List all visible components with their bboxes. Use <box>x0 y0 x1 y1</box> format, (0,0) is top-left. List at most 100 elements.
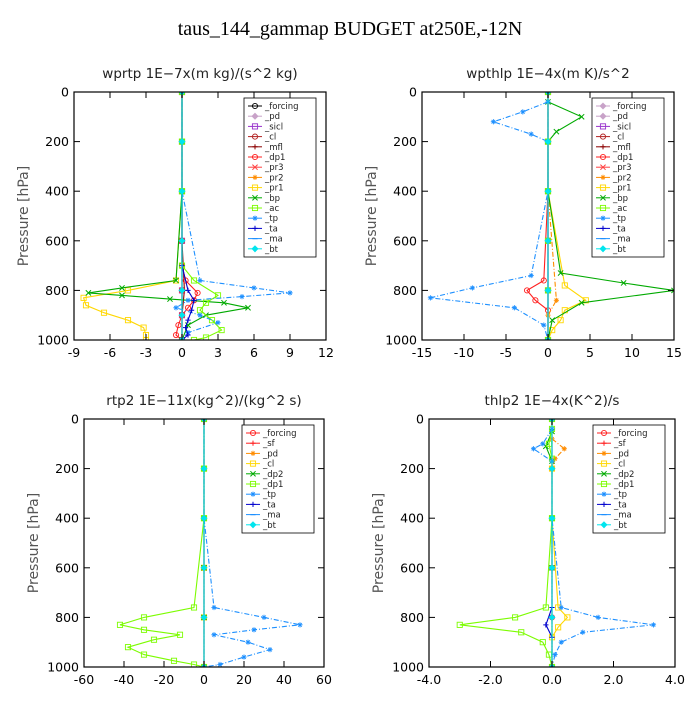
legend-label: _ma <box>613 511 632 521</box>
series-line_pr1 <box>82 92 183 340</box>
data-point_tp <box>211 604 217 611</box>
data-point_ta <box>183 325 189 331</box>
data-point_tp <box>261 614 267 620</box>
data-point_pr1 <box>557 317 564 324</box>
x-tick-label: -10 <box>454 345 474 360</box>
x-tick-label: 12 <box>318 345 334 360</box>
legend-marker <box>250 440 256 446</box>
legend-label: _ta <box>613 500 627 510</box>
data-point_tp <box>650 622 657 628</box>
legend-marker <box>251 133 259 140</box>
data-point_dp1 <box>523 287 531 294</box>
y-tick-label: 800 <box>400 610 424 625</box>
data-point_tp <box>427 295 433 301</box>
data-point_bp <box>119 292 125 299</box>
data-point_ta <box>185 317 191 323</box>
legend-label: _sicl <box>612 122 631 132</box>
y-tick-label: 1000 <box>385 333 417 348</box>
data-point_cl <box>564 614 571 621</box>
y-tick-label: 1000 <box>37 333 69 348</box>
legend-label: _cl <box>264 133 276 143</box>
y-tick-label: 0 <box>416 412 424 427</box>
legend-marker <box>599 123 607 130</box>
data-point_dp1 <box>140 614 148 621</box>
data-point_bp <box>245 304 251 311</box>
x-tick-label: -9 <box>68 345 81 360</box>
data-point_dp1 <box>539 639 546 646</box>
chart-panel-2: wpthlp 1E−4x(m K)/s^2 Pressure [hPa] -15 -1… <box>364 66 682 360</box>
data-point_bt <box>200 514 208 522</box>
data-point_ac <box>208 317 216 324</box>
data-point_tp <box>511 305 517 311</box>
legend-marker <box>251 153 259 161</box>
legend-label: _ta <box>612 224 626 234</box>
legend-label: _dp2 <box>613 470 634 480</box>
data-point_ac <box>190 277 198 284</box>
legend-marker <box>252 225 258 231</box>
data-point_dp1 <box>170 657 178 664</box>
data-point_bt <box>548 564 556 572</box>
legend-label: _forcing <box>612 102 647 112</box>
data-point_bt <box>178 311 186 319</box>
data-point_bt <box>544 286 552 294</box>
legend-label: _ma <box>264 235 283 245</box>
legend-marker <box>251 112 259 120</box>
panel-title: thlp2 1E−4x(K^2)/s <box>485 393 620 409</box>
y-tick-label: 1000 <box>392 660 424 675</box>
legend-label: _ta <box>264 224 278 234</box>
data-point_dp1 <box>456 621 463 628</box>
y-axis-label: Pressure [hPa] <box>364 166 380 266</box>
data-point_dp1 <box>175 322 182 329</box>
data-point_dp1 <box>116 621 124 628</box>
panel-title: wpthlp 1E−4x(m K)/s^2 <box>466 66 629 82</box>
x-tick-label: -15 <box>412 345 432 360</box>
legend-marker <box>250 470 256 477</box>
legend-marker <box>600 429 608 437</box>
legend-marker <box>252 215 258 221</box>
legend-marker <box>600 215 606 221</box>
x-tick-label: 4.0 <box>665 672 685 687</box>
chart-panel-1: wprtp 1E−7x(m kg)/(s^2 kg) Pressure [hPa]… <box>16 66 334 360</box>
x-tick-label: 6 <box>250 345 258 360</box>
data-point_bp <box>578 113 585 120</box>
legend-marker <box>601 491 607 497</box>
x-tick-label: 3 <box>214 345 222 360</box>
legend-marker <box>600 521 608 529</box>
series-line_tp <box>430 92 549 340</box>
data-point_dp1 <box>194 289 201 296</box>
x-tick-label: -4.0 <box>417 672 441 687</box>
y-tick-label: 0 <box>409 85 417 100</box>
data-point_tp <box>530 446 537 452</box>
data-point_dp1 <box>182 277 189 284</box>
legend-label: _tp <box>264 214 278 224</box>
data-point_tp <box>197 312 203 318</box>
data-point_bp <box>620 280 627 286</box>
x-tick-label: 15 <box>666 345 682 360</box>
data-point_tp <box>173 305 179 311</box>
data-point_bp <box>557 270 564 276</box>
data-point_tp <box>552 652 558 658</box>
data-point_pd <box>552 456 558 462</box>
data-point_pr1 <box>140 324 147 331</box>
data-point_tp <box>241 654 247 660</box>
data-point_ta <box>189 307 195 313</box>
legend-marker <box>252 174 258 180</box>
legend-marker <box>250 491 256 497</box>
data-point_tp <box>558 639 564 645</box>
legend-label: _pr3 <box>264 163 284 173</box>
data-point_pr1 <box>124 287 132 294</box>
legend-label: _bp <box>264 194 280 204</box>
series-line_bp <box>547 92 674 340</box>
data-point_tp <box>520 109 526 115</box>
legend-label: _bt <box>262 521 277 531</box>
data-point_tp <box>287 290 293 296</box>
legend-label: _pd <box>612 112 628 122</box>
legend-marker <box>250 501 256 507</box>
legend-label: _cl <box>262 460 274 470</box>
legend-label: _forcing <box>264 102 299 112</box>
data-point_dp1 <box>512 614 519 621</box>
data-point_dp1 <box>124 644 132 651</box>
x-tick-label: -20 <box>154 672 174 687</box>
chart-panel-3: rtp2 1E−11x(kg^2)/(kg^2 s) Pressure [hPa]… <box>26 393 332 687</box>
